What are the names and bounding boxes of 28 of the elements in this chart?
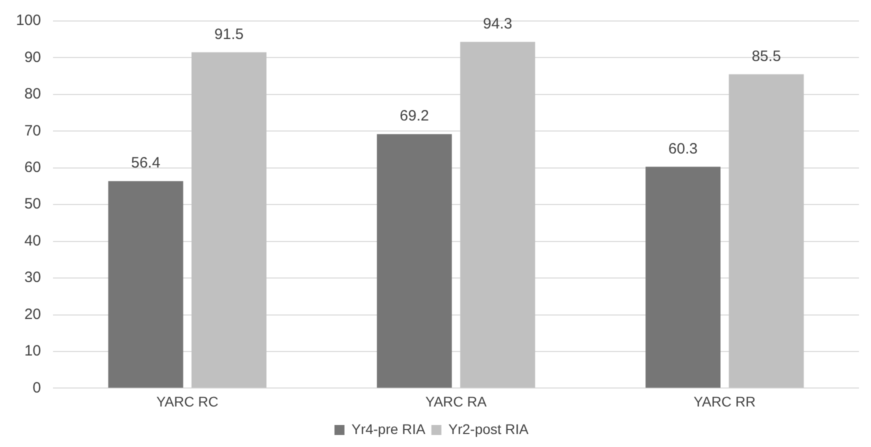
y-tick-label: 50 [24,196,42,213]
data-label: 69.2 [400,108,429,125]
x-tick-label: YARC RC [156,393,218,410]
y-tick-label: 40 [24,232,42,250]
y-tick-label: 90 [24,48,42,66]
data-label: 91.5 [214,26,244,43]
y-tick-label: 30 [24,269,42,286]
data-label: 60.3 [668,140,698,158]
bar [460,42,536,388]
y-tick-label: 10 [24,342,42,360]
y-tick-label: 70 [24,122,42,140]
legend-label: Yr2-post RIA [448,420,530,437]
y-tick-label: 20 [24,306,42,323]
x-tick-label: YARC RR [694,393,756,410]
bar [192,52,266,388]
y-tick-label: 0 [32,379,42,396]
legend-label: Yr4-pre RIA [351,420,426,437]
x-tick-label: YARC RA [425,393,488,410]
y-tick-label: 80 [24,86,42,103]
bar [376,134,452,388]
data-label: 94.3 [483,16,512,33]
y-tick-label: 100 [16,12,42,30]
bar [646,166,721,388]
data-label: 56.4 [131,154,160,172]
y-tick-label: 60 [24,159,42,176]
bar [728,74,804,388]
bar [108,181,184,388]
data-label: 85.5 [752,48,781,65]
